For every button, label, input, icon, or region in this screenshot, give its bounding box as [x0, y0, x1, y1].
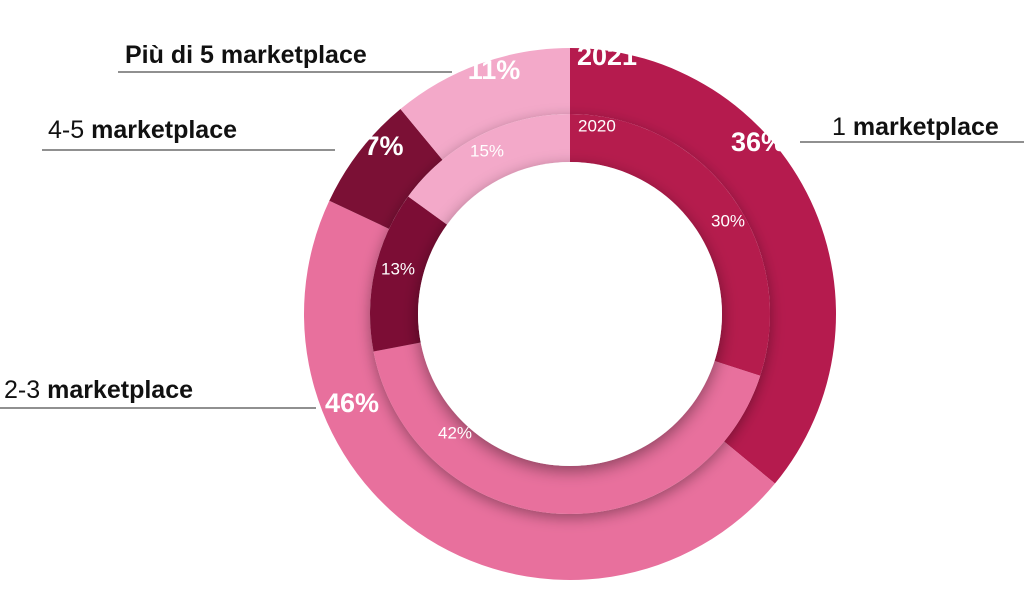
outer-pct-label-2-3-marketplace: 46% — [325, 388, 379, 418]
inner-pct-label-4-5-marketplace: 13% — [381, 259, 415, 278]
inner-slice-2-3-marketplace — [373, 342, 761, 514]
donut-hole — [418, 162, 722, 466]
outer-pct-label-1-marketplace: 36% — [731, 127, 785, 157]
category-label-1-marketplace: 1 marketplace — [832, 113, 999, 141]
outer-slice-2-3-marketplace — [303, 200, 775, 581]
category-label-pi-di-5-marketplace: Più di 5 marketplace — [125, 41, 367, 69]
inner-ring-2020 — [370, 113, 770, 514]
outer-slice-1-marketplace — [570, 48, 836, 484]
inner-pct-label-2-3-marketplace: 42% — [438, 423, 472, 442]
chart-labels: 36% 46% 7% 11% 30% 42% 13% 15% 2021 2020 1 marketp… — [4, 41, 999, 443]
outer-ring-2021 — [303, 48, 836, 581]
inner-pct-label-pi-di-5-marketplace: 15% — [470, 141, 504, 160]
category-label-2-3-marketplace: 2-3 marketplace — [4, 376, 193, 404]
inner-slice-1-marketplace — [570, 114, 770, 376]
outer-slice-pi-di-5-marketplace — [400, 48, 570, 160]
outer-pct-label-4-5-marketplace: 7% — [364, 131, 403, 161]
category-label-4-5-marketplace: 4-5 marketplace — [48, 116, 237, 144]
series-label-2020: 2020 — [578, 116, 616, 135]
leader-lines — [0, 71, 1024, 409]
outer-slice-4-5-marketplace — [329, 109, 443, 229]
inner-pct-label-1-marketplace: 30% — [711, 211, 745, 230]
inner-slice-4-5-marketplace — [370, 196, 448, 352]
inner-slice-pi-di-5-marketplace — [408, 113, 570, 225]
series-label-2021: 2021 — [577, 41, 637, 71]
outer-pct-label-pi-di-5-marketplace: 11% — [468, 55, 521, 85]
